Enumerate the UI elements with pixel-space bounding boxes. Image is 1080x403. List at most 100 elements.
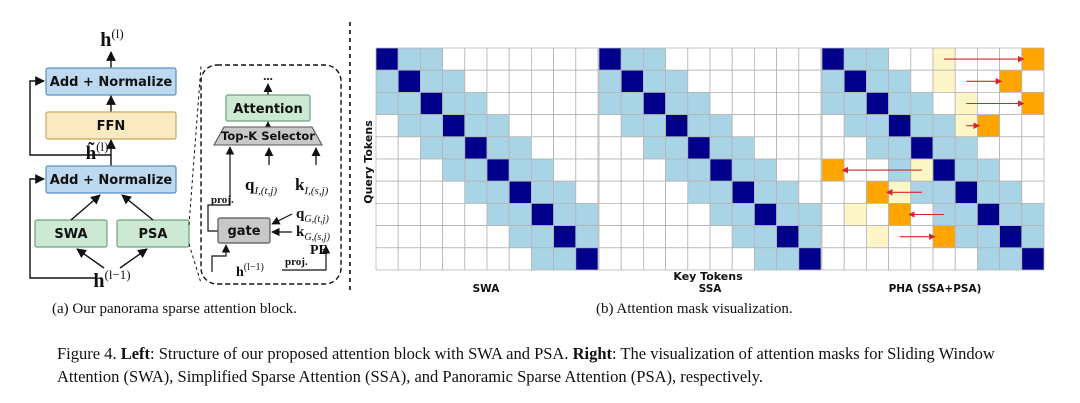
mask-cell-empty: [910, 47, 934, 71]
mask-cell-diag: [486, 158, 510, 182]
mask-cell-window: [531, 225, 555, 249]
k-local-label: kI,(s,j): [295, 175, 329, 197]
mask-cell-window: [442, 136, 466, 160]
mask-cell-empty: [821, 114, 845, 138]
mask-cell-empty: [754, 92, 778, 116]
mask-cell-diag: [575, 247, 599, 271]
mask-cell-window: [419, 114, 443, 138]
mask-cell-window: [709, 136, 733, 160]
mask-cell-empty: [843, 225, 867, 249]
mask-cell-window: [397, 114, 421, 138]
mask-cell-diag: [866, 92, 890, 116]
mask-cell-window: [665, 92, 689, 116]
mask-cell-empty: [464, 47, 488, 71]
mask-cell-window: [531, 158, 555, 182]
mask-cell-empty: [553, 47, 577, 71]
mask-panel-2: PHA (SSA+PSA): [821, 47, 1045, 295]
mask-cell-empty: [709, 225, 733, 249]
proj-top-label: proj.: [211, 194, 234, 206]
mask-panel-label: SWA: [473, 283, 501, 295]
mask-cell-empty: [442, 225, 466, 249]
mask-cell-window: [687, 92, 711, 116]
query-tokens-axis-label: Query Tokens: [362, 120, 375, 204]
mask-cell-empty: [731, 247, 755, 271]
mask-cell-candidate: [843, 202, 867, 226]
mask-cell-empty: [553, 158, 577, 182]
mask-cell-window: [665, 69, 689, 93]
mask-cell-window: [575, 225, 599, 249]
mask-cell-empty: [754, 136, 778, 160]
mask-cell-window: [598, 69, 622, 93]
mask-cell-window: [643, 114, 667, 138]
mask-panel-1: SSA: [598, 47, 822, 295]
mask-cell-window: [508, 158, 532, 182]
mask-cell-empty: [531, 92, 555, 116]
mask-cell-empty: [442, 180, 466, 204]
mask-cell-empty: [665, 247, 689, 271]
mask-cell-candidate: [866, 225, 890, 249]
mask-cell-window: [1021, 202, 1045, 226]
mask-cell-sparse: [888, 202, 912, 226]
mask-cell-empty: [575, 136, 599, 160]
mask-cell-empty: [397, 158, 421, 182]
mask-cell-diag: [1021, 247, 1045, 271]
mask-cell-empty: [731, 114, 755, 138]
proj-bottom-label: proj.: [285, 256, 308, 268]
mask-cell-empty: [843, 180, 867, 204]
mask-cell-empty: [709, 92, 733, 116]
mask-cell-sparse: [999, 69, 1023, 93]
mask-cell-window: [843, 92, 867, 116]
left-subcaption: (a) Our panorama sparse attention block.: [52, 301, 297, 317]
mask-cell-empty: [999, 136, 1023, 160]
mask-cell-window: [665, 158, 689, 182]
mask-cell-diag: [643, 92, 667, 116]
mask-cell-window: [486, 180, 510, 204]
mask-cell-window: [977, 158, 1001, 182]
mask-cell-empty: [486, 69, 510, 93]
mask-cell-empty: [1021, 69, 1045, 93]
mask-cell-diag: [731, 180, 755, 204]
mask-cell-empty: [508, 92, 532, 116]
mask-cell-diag: [687, 136, 711, 160]
mask-cell-empty: [643, 180, 667, 204]
mask-cell-window: [687, 158, 711, 182]
mask-cell-window: [375, 92, 399, 116]
mask-cell-empty: [776, 47, 800, 71]
mask-cell-window: [910, 92, 934, 116]
mask-cell-empty: [575, 180, 599, 204]
mask-cell-window: [709, 180, 733, 204]
mask-cell-window: [821, 69, 845, 93]
mask-panel-0: SWA: [375, 47, 599, 295]
mask-cell-diag: [932, 158, 956, 182]
topk-selector-label: Top-K Selector: [221, 129, 315, 143]
mask-cell-window: [888, 136, 912, 160]
mask-cell-empty: [999, 114, 1023, 138]
psa-label: PSA: [139, 227, 168, 242]
mask-cell-empty: [687, 202, 711, 226]
mask-cell-diag: [665, 114, 689, 138]
mask-cell-window: [977, 180, 1001, 204]
mask-cell-empty: [553, 92, 577, 116]
mask-cell-empty: [419, 158, 443, 182]
mask-cell-empty: [687, 225, 711, 249]
mask-cell-empty: [687, 69, 711, 93]
mask-cell-diag: [464, 136, 488, 160]
mask-cell-window: [954, 158, 978, 182]
mask-cell-empty: [464, 202, 488, 226]
mask-cell-window: [888, 92, 912, 116]
mask-cell-window: [932, 136, 956, 160]
mask-cell-empty: [486, 47, 510, 71]
mask-cell-empty: [442, 202, 466, 226]
q-local-label: qI,(t,j): [245, 175, 277, 197]
mask-cell-empty: [508, 114, 532, 138]
mask-cell-empty: [620, 158, 644, 182]
mask-cell-window: [486, 114, 510, 138]
mask-cell-empty: [798, 114, 822, 138]
mask-cell-empty: [553, 114, 577, 138]
mask-cell-empty: [598, 225, 622, 249]
mask-cell-window: [866, 136, 890, 160]
k-global-label: kG,(s,j): [296, 224, 331, 243]
detail-h-input-label: h(l−1): [236, 262, 264, 280]
mask-cell-window: [1021, 225, 1045, 249]
